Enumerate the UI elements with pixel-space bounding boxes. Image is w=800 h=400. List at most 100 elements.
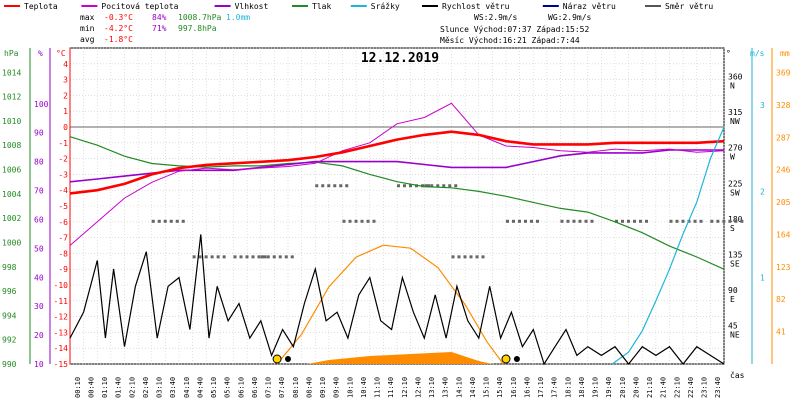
time-tick: 17:10 — [537, 377, 545, 398]
dir-tick-label: NW — [730, 117, 740, 126]
wind-direction-mark — [454, 184, 458, 188]
time-tick: 15:40 — [496, 377, 504, 398]
wind-direction-mark — [151, 219, 155, 223]
wind-direction-mark — [740, 219, 744, 223]
ms-axis-label: m/s — [750, 49, 765, 58]
mm-tick: 123 — [776, 263, 791, 272]
dir-tick-label: N — [730, 82, 735, 91]
time-tick: 10:10 — [346, 377, 354, 398]
time-tick: 18:40 — [578, 377, 586, 398]
wind-direction-mark — [233, 255, 237, 259]
pct-tick: 60 — [34, 215, 44, 224]
wind-direction-mark — [710, 219, 714, 223]
ms-tick: 1 — [760, 274, 765, 283]
wind-direction-mark — [163, 219, 167, 223]
wind-direction-mark — [716, 219, 720, 223]
degc-tick: -14 — [54, 344, 69, 353]
wind-speed-line — [69, 234, 725, 366]
degc-tick: -13 — [54, 328, 69, 337]
ms-tick: 2 — [760, 187, 765, 196]
time-tick: 06:40 — [251, 377, 259, 398]
wind-direction-mark — [315, 184, 319, 188]
wind-gust-info: WG:2.9m/s — [548, 13, 592, 22]
rain-line — [611, 126, 725, 365]
time-tick: 19:10 — [592, 377, 600, 398]
time-tick: 22:10 — [673, 377, 681, 398]
degc-tick: -5 — [58, 202, 68, 211]
time-tick: 09:40 — [333, 377, 341, 398]
feels-like-line — [69, 102, 725, 246]
pct-axis-label: % — [38, 49, 43, 58]
wind-direction-mark — [572, 219, 576, 223]
wind-direction-mark — [530, 219, 533, 223]
wind-direction-mark — [693, 219, 697, 223]
wind-direction-mark — [192, 255, 196, 259]
hpa-axis-label: hPa — [4, 49, 19, 58]
stat-temp-1: -4.2°C — [104, 24, 133, 33]
wind-direction-mark — [403, 184, 406, 188]
time-tick: 20:40 — [632, 377, 640, 398]
degc-tick: -1 — [58, 139, 68, 148]
degc-tick: -7 — [58, 234, 68, 243]
legend-entry-4: Srážky — [371, 2, 400, 11]
moon-info: Měsíc Východ:16:21 Západ:7:44 — [440, 36, 580, 45]
time-tick: 04:10 — [183, 377, 191, 398]
wind-direction-mark — [210, 255, 214, 259]
dir-tick: 315 — [728, 108, 743, 117]
time-tick: 14:40 — [469, 377, 477, 398]
wind-direction-mark — [427, 184, 430, 188]
wind-direction-mark — [615, 219, 618, 223]
wind-direction-mark — [342, 219, 346, 223]
stat-label-1: min — [80, 24, 95, 33]
degc-tick: 3 — [63, 76, 68, 85]
hpa-tick: 998 — [2, 263, 17, 272]
wind-direction-mark — [436, 184, 440, 188]
wind-direction-mark — [360, 219, 364, 223]
time-tick: 03:40 — [169, 377, 177, 398]
time-tick: 23:40 — [714, 377, 722, 398]
dir-tick: 180 — [728, 215, 743, 224]
dir-tick: 270 — [728, 144, 743, 153]
pct-tick: 10 — [34, 360, 44, 369]
pct-tick: 100 — [34, 100, 49, 109]
sunrise-icon — [272, 354, 282, 364]
wind-direction-mark — [463, 255, 467, 259]
hpa-tick: 1004 — [2, 190, 21, 199]
dir-tick-label: SW — [730, 188, 740, 197]
time-tick: 08:40 — [305, 377, 313, 398]
time-tick: 05:10 — [210, 377, 218, 398]
wind-direction-mark — [536, 219, 539, 223]
degc-tick: -9 — [58, 265, 68, 274]
degc-tick: -4 — [58, 186, 68, 195]
hpa-tick: 1010 — [2, 117, 21, 126]
legend-entry-0: Teplota — [24, 2, 58, 11]
hpa-tick: 994 — [2, 311, 17, 320]
mm-tick: 164 — [776, 230, 791, 239]
time-tick: 00:40 — [87, 377, 95, 398]
stat-temp-2: -1.8°C — [104, 35, 133, 44]
stat-temp-0: -0.3°C — [104, 13, 133, 22]
stat-press-1: 997.8hPa — [178, 24, 217, 33]
degc-tick: 0 — [63, 123, 68, 132]
time-tick: 04:40 — [196, 377, 204, 398]
wind-direction-mark — [339, 184, 343, 188]
hpa-tick: 1002 — [2, 214, 21, 223]
time-tick: 21:10 — [646, 377, 654, 398]
pct-tick: 40 — [34, 273, 44, 282]
mm-tick: 82 — [776, 295, 786, 304]
humidity-line — [69, 149, 724, 183]
degc-tick: -6 — [58, 218, 68, 227]
wind-direction-mark — [524, 219, 527, 223]
hpa-tick: 990 — [2, 360, 17, 369]
time-tick: 05:40 — [224, 377, 232, 398]
time-tick: 08:10 — [292, 377, 300, 398]
wind-direction-mark — [345, 184, 349, 188]
dir-tick-label: NE — [730, 330, 740, 339]
time-tick: 06:10 — [237, 377, 245, 398]
wind-direction-mark — [675, 219, 679, 223]
wind-direction-mark — [321, 184, 325, 188]
wind-direction-mark — [560, 219, 564, 223]
hpa-tick: 1000 — [2, 238, 21, 247]
wind-direction-mark — [266, 255, 270, 259]
mm-tick: 246 — [776, 166, 791, 175]
